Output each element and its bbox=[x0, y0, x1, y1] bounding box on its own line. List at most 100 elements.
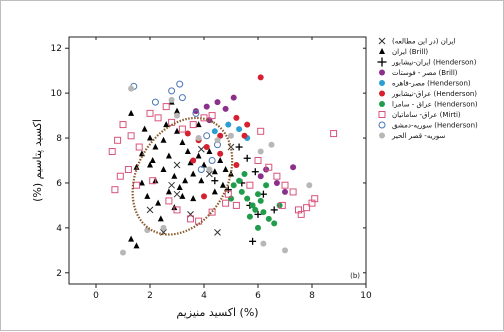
data-point-series-6 bbox=[230, 182, 237, 189]
legend-entry-label: عراق - سامرا (Henderson) bbox=[392, 101, 478, 109]
data-point-series-1 bbox=[160, 136, 167, 143]
data-point-series-1 bbox=[211, 168, 218, 175]
data-point-series-2 bbox=[224, 186, 232, 194]
data-point-series-9 bbox=[306, 182, 313, 189]
data-point-series-1 bbox=[190, 195, 197, 202]
data-point-series-0 bbox=[173, 190, 181, 198]
legend-marker bbox=[379, 48, 385, 54]
data-point-series-8 bbox=[197, 165, 205, 173]
data-point-series-7 bbox=[124, 165, 132, 173]
data-point-series-7 bbox=[265, 163, 273, 171]
data-point-series-8 bbox=[203, 132, 211, 140]
data-point-series-7 bbox=[189, 121, 197, 129]
data-point-series-7 bbox=[173, 206, 181, 214]
data-point-series-0 bbox=[197, 145, 205, 153]
data-point-series-9 bbox=[206, 166, 213, 173]
data-point-series-9 bbox=[168, 96, 175, 103]
legend-entry-label: ایران (در این مطالعه) bbox=[392, 38, 456, 46]
data-point-series-1 bbox=[184, 148, 191, 155]
data-point-series-1 bbox=[157, 215, 164, 222]
data-point-series-5 bbox=[257, 74, 264, 81]
data-point-series-7 bbox=[149, 177, 157, 185]
data-point-series-2 bbox=[270, 206, 278, 214]
data-point-series-2 bbox=[251, 168, 259, 176]
y-tick-label: 6 bbox=[56, 179, 62, 189]
legend-marker bbox=[378, 121, 386, 129]
data-point-series-1 bbox=[174, 107, 180, 114]
data-point-series-1 bbox=[219, 181, 226, 188]
data-point-series-5 bbox=[241, 132, 248, 139]
data-point-series-7 bbox=[108, 148, 116, 156]
panel-label: (b) bbox=[350, 272, 360, 280]
data-point-series-7 bbox=[254, 157, 262, 164]
x-tick-label: 8 bbox=[309, 291, 315, 301]
data-point-series-5 bbox=[217, 150, 224, 157]
y-tick-label: 2 bbox=[56, 269, 62, 279]
data-point-series-2 bbox=[249, 237, 257, 245]
legend-entry-label: سوریه-دمشق (Henderson) bbox=[392, 122, 478, 130]
data-point-series-6 bbox=[271, 220, 278, 227]
y-tick-label: 4 bbox=[56, 224, 62, 234]
data-point-series-9 bbox=[268, 141, 275, 148]
data-point-series-9 bbox=[228, 132, 234, 139]
data-point-series-1 bbox=[198, 177, 205, 184]
data-point-series-9 bbox=[174, 112, 180, 119]
data-point-series-1 bbox=[206, 148, 213, 155]
data-point-series-1 bbox=[163, 121, 170, 128]
legend-entry-label: سوریه- قصر الحیر bbox=[391, 132, 446, 140]
x-tick-label: 2 bbox=[147, 291, 153, 301]
legend-marker bbox=[379, 69, 385, 76]
data-marks-layer bbox=[108, 74, 338, 256]
legend-entry-label: ایران-نیشابور (Henderson) bbox=[391, 59, 477, 67]
data-point-series-6 bbox=[249, 202, 256, 209]
data-point-series-7 bbox=[224, 190, 232, 198]
data-point-series-7 bbox=[278, 201, 286, 209]
data-point-series-5 bbox=[203, 144, 210, 151]
data-point-series-4 bbox=[236, 126, 243, 133]
data-point-series-7 bbox=[295, 206, 302, 214]
data-point-series-7 bbox=[232, 201, 240, 209]
data-point-series-6 bbox=[260, 209, 267, 216]
data-point-series-0 bbox=[146, 206, 154, 214]
data-point-series-6 bbox=[244, 195, 251, 202]
legend-entry-label: عراق- ساماتیان (Mirti) bbox=[392, 111, 461, 119]
legend-entry-label: ایران (Brill) bbox=[392, 48, 428, 56]
data-point-series-1 bbox=[211, 188, 218, 195]
data-point-series-1 bbox=[201, 161, 207, 168]
plot-frame bbox=[68, 36, 367, 285]
data-point-series-1 bbox=[144, 192, 151, 199]
data-point-series-9 bbox=[160, 224, 167, 231]
legend-marker bbox=[378, 37, 386, 45]
data-point-series-3 bbox=[192, 108, 199, 115]
data-point-series-1 bbox=[147, 161, 153, 168]
data-point-series-7 bbox=[165, 197, 173, 205]
data-point-series-7 bbox=[135, 143, 143, 151]
data-point-series-7 bbox=[303, 204, 311, 212]
data-point-series-1 bbox=[195, 121, 202, 128]
y-tick-label: 8 bbox=[56, 134, 62, 144]
data-point-series-0 bbox=[187, 211, 194, 218]
data-point-series-7 bbox=[311, 195, 319, 203]
data-point-series-6 bbox=[255, 224, 261, 231]
data-point-series-7 bbox=[178, 125, 186, 133]
data-point-series-1 bbox=[147, 134, 153, 141]
x-tick-label: 6 bbox=[255, 291, 261, 301]
legend-entry-label: مصر - فوستات (Brill) bbox=[392, 69, 458, 77]
data-point-series-7 bbox=[222, 199, 230, 207]
data-point-series-3 bbox=[203, 103, 210, 110]
data-point-series-2 bbox=[243, 154, 251, 162]
data-point-series-1 bbox=[217, 157, 224, 163]
x-tick-label: 0 bbox=[93, 291, 99, 301]
data-point-series-6 bbox=[257, 197, 264, 204]
legend-marker bbox=[379, 80, 385, 86]
data-point-series-3 bbox=[282, 188, 288, 195]
data-point-series-2 bbox=[254, 210, 262, 218]
data-point-series-1 bbox=[179, 192, 186, 199]
data-point-series-5 bbox=[233, 161, 240, 168]
data-point-series-3 bbox=[290, 164, 297, 171]
data-point-series-5 bbox=[190, 157, 197, 164]
data-point-series-7 bbox=[127, 132, 135, 140]
cluster-ellipse bbox=[131, 116, 234, 236]
data-point-series-7 bbox=[187, 215, 194, 223]
legend-marker bbox=[379, 132, 385, 139]
